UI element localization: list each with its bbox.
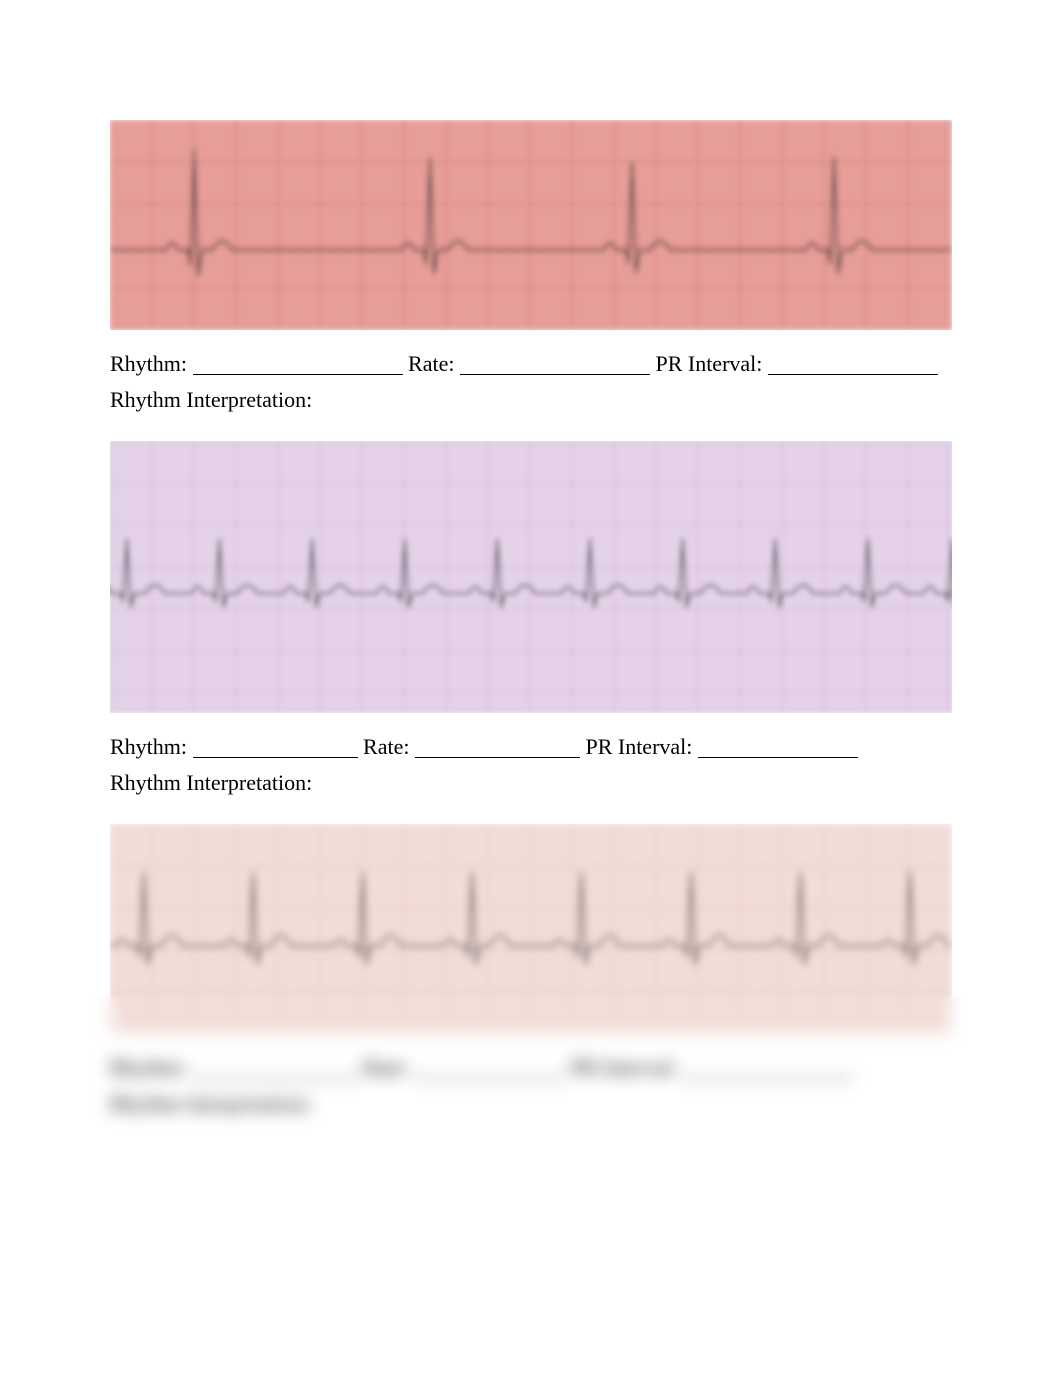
rhythm-label: Rhythm: — [110, 351, 187, 376]
rate-blank[interactable] — [460, 352, 650, 375]
rate-label: Rate: — [363, 734, 409, 759]
rate-blank[interactable] — [415, 1056, 565, 1079]
blur-overlay-strong — [0, 1216, 1062, 1376]
interpretation-label: Rhythm Interpretation: — [110, 1091, 312, 1116]
rhythm-blank[interactable] — [193, 352, 403, 375]
rhythm-label: Rhythm: — [110, 734, 187, 759]
ecg-chart-icon — [110, 120, 952, 330]
ecg-strip-3 — [110, 824, 952, 1034]
interpretation-line-3: Rhythm Interpretation: — [110, 1091, 952, 1117]
rate-blank[interactable] — [415, 735, 580, 758]
ecg-chart-icon — [110, 441, 952, 713]
rhythm-blank[interactable] — [193, 1056, 358, 1079]
pr-interval-label: PR Interval: — [585, 734, 692, 759]
ecg-chart-icon — [110, 824, 952, 1034]
form-line-3: Rhythm: Rate: PR Interval: — [110, 1052, 952, 1081]
form-line-1: Rhythm: Rate: PR Interval: — [110, 348, 952, 377]
rhythm-label: Rhythm: — [110, 1055, 187, 1080]
form-line-2: Rhythm: Rate: PR Interval: — [110, 731, 952, 760]
rhythm-blank[interactable] — [193, 735, 358, 758]
pr-interval-blank[interactable] — [768, 352, 938, 375]
pr-interval-label: PR Interval: — [655, 351, 762, 376]
page: Rhythm: Rate: PR Interval: Rhythm Interp… — [0, 0, 1062, 1376]
ecg-strip-2 — [110, 441, 952, 713]
pr-interval-blank[interactable] — [683, 1056, 853, 1079]
ecg-strip-1 — [110, 120, 952, 330]
pr-interval-label: PR Interval: — [570, 1055, 677, 1080]
interpretation-line-2: Rhythm Interpretation: — [110, 770, 952, 796]
rate-label: Rate: — [408, 351, 454, 376]
interpretation-label: Rhythm Interpretation: — [110, 770, 312, 795]
interpretation-line-1: Rhythm Interpretation: — [110, 387, 952, 413]
interpretation-label: Rhythm Interpretation: — [110, 387, 312, 412]
rate-label: Rate: — [363, 1055, 409, 1080]
pr-interval-blank[interactable] — [698, 735, 858, 758]
